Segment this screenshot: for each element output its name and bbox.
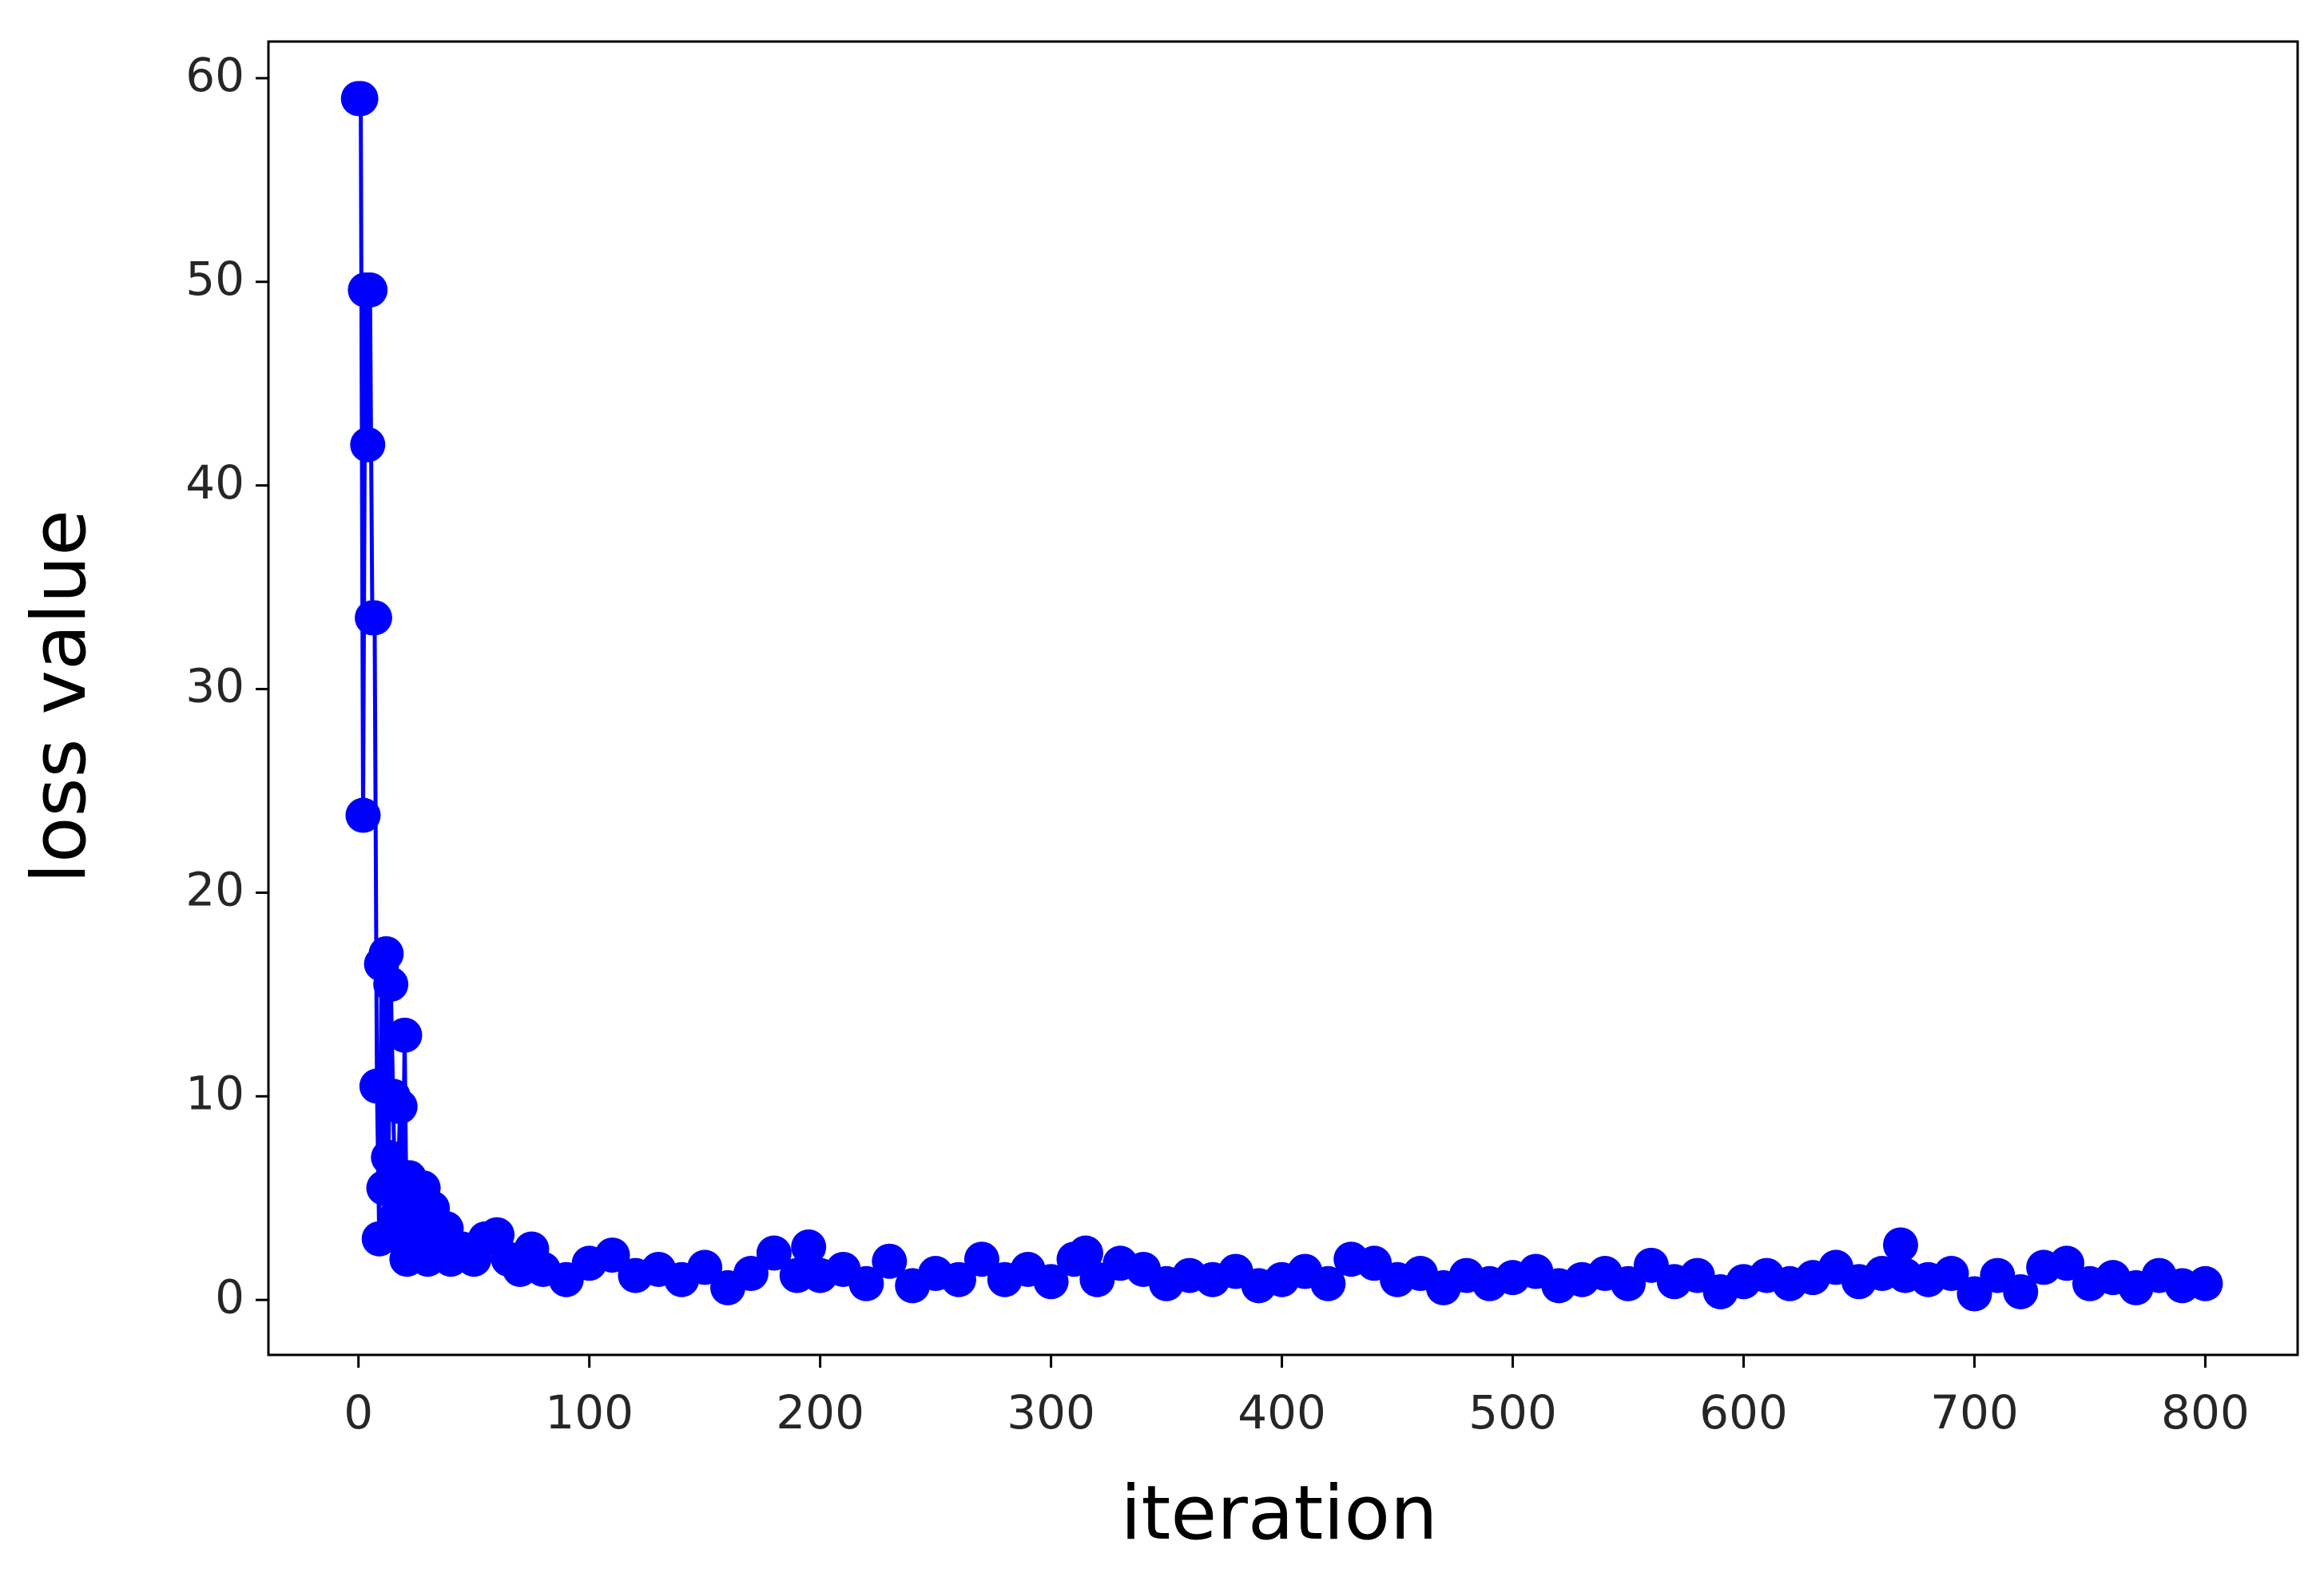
x-tick-label: 100 [545,1385,634,1440]
point [1033,1264,1069,1300]
x-tick-label: 600 [1699,1385,1788,1440]
point [594,1237,630,1273]
point [350,427,386,463]
point [872,1243,908,1279]
point [387,1017,423,1053]
point [1310,1265,1346,1301]
point [352,272,388,308]
x-axis-label: iteration [1120,1470,1437,1557]
point [345,797,381,833]
point [963,1241,999,1277]
y-axis-label: loss value [16,510,103,884]
x-tick-label: 800 [2161,1385,2250,1440]
x-tick-label: 700 [1930,1385,2019,1440]
point [373,967,409,1003]
point [791,1229,827,1265]
point [756,1235,792,1271]
x-tick-label: 500 [1468,1385,1557,1440]
point [1933,1256,1969,1292]
y-tick-label: 40 [185,455,244,510]
y-tick-label: 20 [185,863,244,917]
x-tick-label: 200 [776,1385,864,1440]
point [687,1249,723,1285]
point [2003,1273,2039,1309]
point [2187,1265,2223,1301]
y-tick-label: 0 [215,1269,244,1324]
plot-frame [267,40,2299,1357]
point [1067,1235,1103,1271]
point [941,1261,977,1297]
y-tick-label: 30 [185,659,244,713]
y-tick-label: 10 [185,1066,244,1120]
point [848,1265,884,1301]
loss-line [358,96,2206,1297]
point [1882,1227,1918,1263]
point [733,1256,769,1292]
y-tick-label: 60 [185,48,244,102]
x-tick-label: 300 [1007,1385,1095,1440]
point [356,600,392,636]
x-tick-label: 0 [344,1385,373,1440]
point [382,1089,418,1125]
point [2049,1245,2085,1281]
point [343,81,379,117]
x-tick-label: 400 [1237,1385,1326,1440]
point [368,935,404,971]
y-tick-label: 50 [185,252,244,306]
